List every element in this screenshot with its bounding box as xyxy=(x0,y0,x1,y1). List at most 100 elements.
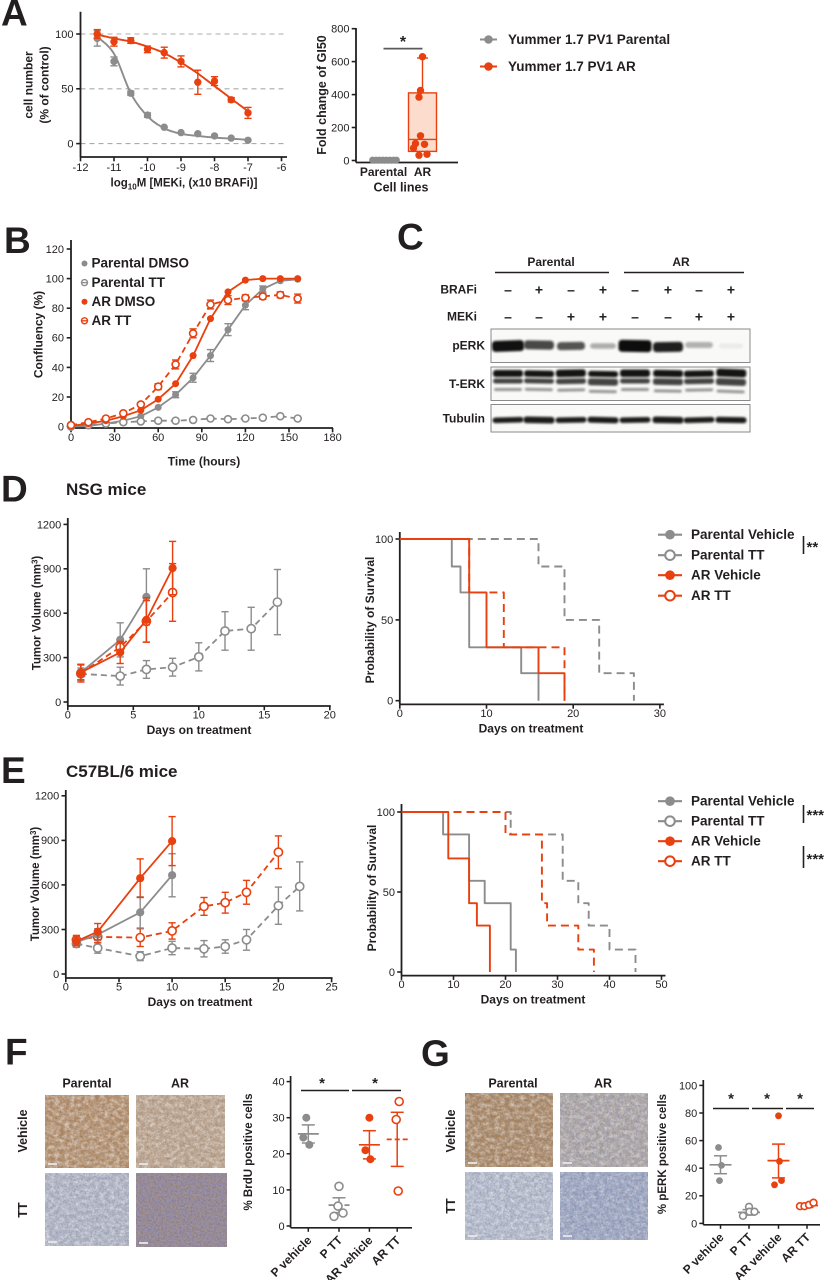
svg-text:cell number: cell number xyxy=(22,51,36,119)
svg-text:% BrdU positive cells: % BrdU positive cells xyxy=(243,1094,255,1211)
svg-text:-6: -6 xyxy=(277,162,287,174)
svg-text:25: 25 xyxy=(325,982,337,994)
svg-text:BRAFi: BRAFi xyxy=(440,283,477,297)
svg-text:120: 120 xyxy=(46,244,64,256)
svg-text:(% of control): (% of control) xyxy=(38,46,52,123)
svg-text:Yummer 1.7 PV1 AR: Yummer 1.7 PV1 AR xyxy=(508,59,636,74)
svg-text:+: + xyxy=(535,282,543,298)
svg-text:-11: -11 xyxy=(106,162,121,174)
svg-text:***: *** xyxy=(807,807,825,824)
svg-text:120: 120 xyxy=(236,432,254,444)
svg-text:0: 0 xyxy=(68,432,74,444)
svg-text:400: 400 xyxy=(331,90,349,102)
svg-text:AR TT: AR TT xyxy=(92,313,132,328)
svg-text:Parental: Parental xyxy=(527,255,574,269)
svg-text:NSG mice: NSG mice xyxy=(66,480,146,499)
svg-text:50: 50 xyxy=(655,979,667,991)
svg-text:Fold change of GI50: Fold change of GI50 xyxy=(315,35,329,155)
svg-text:*: * xyxy=(372,1075,378,1092)
svg-text:pERK: pERK xyxy=(452,339,485,353)
svg-text:90: 90 xyxy=(196,432,208,444)
svg-text:+: + xyxy=(727,309,735,325)
svg-text:Parental: Parental xyxy=(62,1077,111,1091)
svg-text:40: 40 xyxy=(52,362,64,374)
svg-text:-8: -8 xyxy=(210,162,220,174)
svg-text:AR TT: AR TT xyxy=(691,588,731,603)
svg-text:Days on treatment: Days on treatment xyxy=(147,723,252,737)
svg-text:50: 50 xyxy=(381,615,393,627)
svg-text:F: F xyxy=(5,1032,28,1073)
svg-text:60: 60 xyxy=(152,432,164,444)
svg-text:15: 15 xyxy=(258,710,270,722)
svg-text:–: – xyxy=(504,309,512,325)
svg-text:1200: 1200 xyxy=(37,519,61,531)
svg-text:Yummer 1.7 PV1 Parental: Yummer 1.7 PV1 Parental xyxy=(508,32,670,47)
svg-text:D: D xyxy=(1,469,28,510)
svg-text:log10M [MEKi, (x10 BRAFi)]: log10M [MEKi, (x10 BRAFi)] xyxy=(111,178,258,192)
svg-text:AR: AR xyxy=(171,1077,189,1091)
svg-text:AR DMSO: AR DMSO xyxy=(92,294,156,309)
svg-text:Vehicle: Vehicle xyxy=(444,1109,458,1152)
svg-text:600: 600 xyxy=(43,608,61,620)
svg-text:***: *** xyxy=(807,851,825,868)
svg-text:Tumor Volume (mm3): Tumor Volume (mm3) xyxy=(30,556,44,671)
svg-text:10: 10 xyxy=(480,708,492,720)
svg-text:–: – xyxy=(695,282,703,298)
svg-text:0: 0 xyxy=(58,422,64,434)
svg-text:5: 5 xyxy=(130,710,136,722)
svg-text:+: + xyxy=(599,282,607,298)
svg-text:10: 10 xyxy=(447,979,459,991)
svg-text:+: + xyxy=(727,282,735,298)
svg-text:*: * xyxy=(797,1091,803,1108)
svg-text:10: 10 xyxy=(166,982,178,994)
svg-text:Days on treatment: Days on treatment xyxy=(148,995,253,1009)
svg-text:**: ** xyxy=(807,539,819,556)
svg-text:60: 60 xyxy=(52,333,64,345)
svg-text:60: 60 xyxy=(685,1136,697,1148)
svg-text:40: 40 xyxy=(272,1077,284,1089)
svg-text:100: 100 xyxy=(375,534,393,546)
svg-text:*: * xyxy=(728,1091,734,1108)
svg-text:+: + xyxy=(599,309,607,325)
svg-text:600: 600 xyxy=(41,880,59,892)
svg-text:+: + xyxy=(567,309,575,325)
svg-text:Tubulin: Tubulin xyxy=(443,412,485,426)
svg-text:0: 0 xyxy=(691,1218,697,1230)
svg-text:Cell lines: Cell lines xyxy=(374,181,429,195)
svg-text:–: – xyxy=(567,282,575,298)
svg-text:Parental TT: Parental TT xyxy=(691,548,765,563)
svg-text:-7: -7 xyxy=(243,162,253,174)
svg-text:Parental Vehicle: Parental Vehicle xyxy=(691,794,795,809)
svg-text:20: 20 xyxy=(272,982,284,994)
svg-text:Probability of Survival: Probability of Survival xyxy=(365,825,379,952)
svg-text:30: 30 xyxy=(272,1113,284,1125)
svg-text:-12: -12 xyxy=(73,162,89,174)
svg-text:1200: 1200 xyxy=(35,791,59,803)
svg-text:100: 100 xyxy=(46,274,64,286)
svg-text:Parental: Parental xyxy=(488,1077,537,1091)
svg-text:–: – xyxy=(535,309,543,325)
svg-text:50: 50 xyxy=(383,887,395,899)
svg-text:–: – xyxy=(631,309,639,325)
svg-text:AR: AR xyxy=(672,255,690,269)
svg-text:–: – xyxy=(664,309,672,325)
svg-text:-10: -10 xyxy=(140,162,156,174)
svg-text:C: C xyxy=(397,217,424,258)
svg-text:Probability of Survival: Probability of Survival xyxy=(363,557,377,684)
svg-text:100: 100 xyxy=(55,29,73,41)
svg-text:Vehicle: Vehicle xyxy=(16,1109,30,1152)
svg-text:20: 20 xyxy=(499,979,511,991)
svg-text:Time (hours): Time (hours) xyxy=(168,455,240,469)
svg-text:200: 200 xyxy=(331,122,349,134)
svg-text:180: 180 xyxy=(323,432,341,444)
svg-text:% pERK positive cells: % pERK positive cells xyxy=(657,1094,669,1214)
svg-text:+: + xyxy=(664,282,672,298)
svg-text:900: 900 xyxy=(41,835,59,847)
svg-text:G: G xyxy=(421,1033,450,1074)
svg-text:40: 40 xyxy=(685,1163,697,1175)
svg-text:E: E xyxy=(1,750,26,791)
svg-text:0: 0 xyxy=(53,969,59,981)
svg-text:Parental TT: Parental TT xyxy=(691,814,765,829)
svg-text:10: 10 xyxy=(272,1185,284,1197)
svg-text:20: 20 xyxy=(567,708,579,720)
